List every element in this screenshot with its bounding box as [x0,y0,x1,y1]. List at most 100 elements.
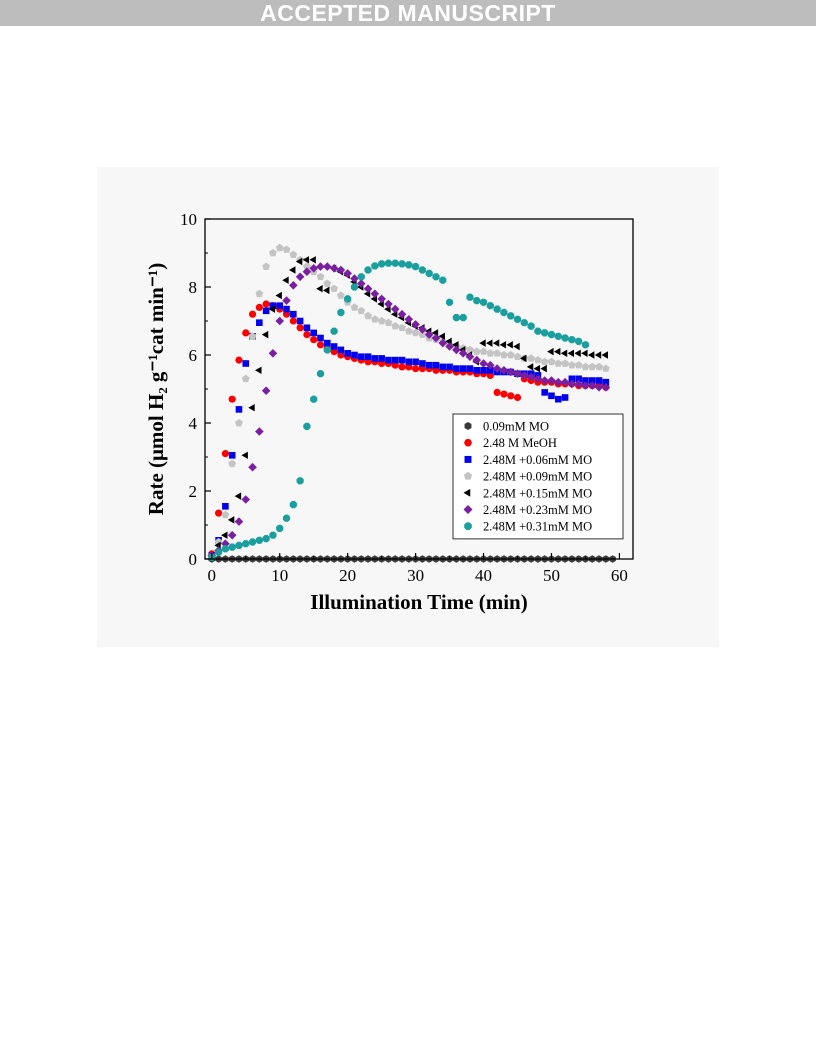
y-tick-label: 0 [189,550,198,569]
data-point [303,324,311,332]
data-point [316,272,325,281]
data-point [378,260,386,268]
data-point [222,503,229,510]
data-point [268,349,278,358]
data-point [479,339,486,347]
data-point [500,390,508,398]
data-point [479,347,488,355]
data-point [533,356,542,364]
data-point [276,302,284,309]
data-point [575,337,583,345]
data-point [241,374,250,383]
data-point [350,303,359,311]
legend-label: 2.48M +0.09mM MO [483,470,592,484]
data-point [567,349,575,358]
data-point [330,284,338,293]
data-point [316,341,325,349]
data-point [479,298,488,306]
data-point [323,279,332,287]
data-point [309,256,316,264]
data-point [520,371,529,380]
data-point [241,495,251,504]
data-point [228,459,237,468]
accepted-manuscript-banner: ACCEPTED MANUSCRIPT [0,0,816,26]
data-point [554,332,562,340]
x-tick-label: 60 [611,566,628,585]
data-point [492,339,500,347]
data-point [601,383,611,392]
data-point [391,356,399,364]
data-point [588,362,597,371]
data-point [446,363,453,371]
data-point [241,451,248,460]
data-point [309,264,318,273]
x-tick-label: 20 [339,566,356,585]
data-point [404,315,414,324]
data-point [330,343,338,350]
data-point [269,248,277,257]
data-point [316,370,325,378]
data-point [527,354,535,362]
data-point [438,332,445,341]
data-point [500,350,508,359]
data-point [227,516,235,524]
data-point [248,310,257,318]
data-point [548,392,555,400]
data-point [384,318,393,327]
data-point [431,333,441,343]
data-point [275,291,282,300]
data-point [350,274,359,283]
data-point [336,265,346,275]
data-point [581,362,590,371]
data-point [364,266,372,274]
data-point [384,299,393,309]
data-point [397,309,407,319]
data-point [262,307,270,315]
legend: 0.09mM MO 2.48 M MeOH 2.48M +0.06mM MO 2.48… [452,413,624,540]
data-point [459,314,467,322]
data-point [492,364,502,373]
data-point [506,367,516,377]
data-point [310,395,318,403]
data-point [425,269,433,277]
data-point [317,334,324,342]
data-point [582,377,589,384]
data-point [344,295,352,303]
data-point [527,322,535,330]
data-point [541,389,548,396]
data-point [344,350,351,357]
data-point [248,332,257,340]
data-point [242,360,250,367]
data-point [214,509,223,517]
data-point [316,284,323,293]
data-point [275,243,284,252]
data-point [234,492,242,500]
data-point [561,394,569,401]
data-point [221,510,230,519]
data-point [547,376,556,385]
x-tick-label: 0 [208,566,217,585]
data-point [499,341,507,349]
data-point [432,273,440,281]
data-point [574,379,583,389]
data-point [587,381,597,390]
data-point [439,276,447,284]
data-point [404,327,413,335]
legend-marker [464,455,472,463]
data-point [337,346,345,354]
data-point [282,296,291,305]
data-point [255,303,263,311]
y-tick-label: 8 [189,278,198,297]
data-point [235,418,243,427]
data-point [554,359,563,367]
data-point [486,360,495,370]
data-point [534,327,542,335]
data-point [227,530,237,540]
data-point [513,342,520,351]
data-marks [207,243,616,563]
data-point [594,383,604,392]
data-point [262,535,270,543]
data-point [602,378,610,386]
data-point [371,262,379,270]
data-point [262,300,270,308]
